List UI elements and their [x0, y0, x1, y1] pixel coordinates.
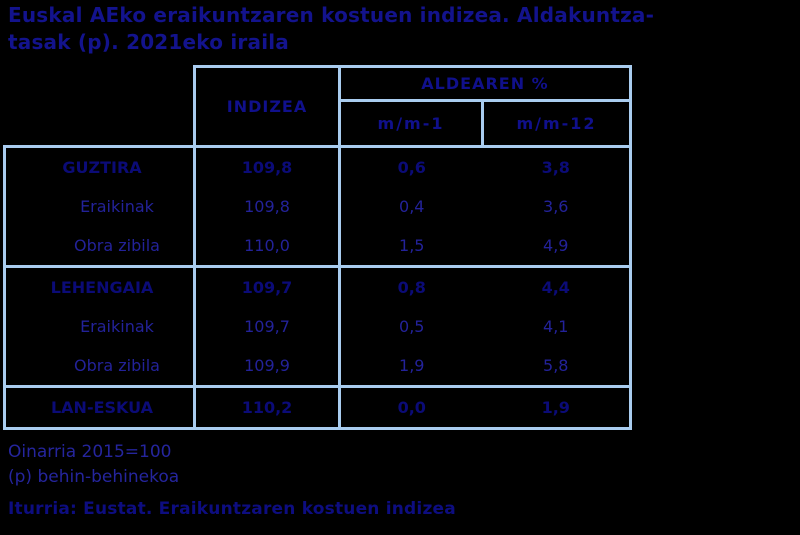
cell-indizea: 110,2 [194, 385, 341, 430]
cell-indizea: 110,0 [194, 226, 341, 267]
cell-mm1: 0,0 [339, 385, 483, 430]
cost-index-table: INDIZEA ALDEAREN % m/m-1 m/m-12 GUZTIRA … [3, 65, 633, 430]
cell-mm1: 0,8 [339, 265, 483, 307]
cell-indizea: 109,9 [194, 346, 341, 387]
table-row-guztira: GUZTIRA 109,8 0,6 3,8 [3, 145, 633, 187]
row-label: Obra zibila [3, 346, 196, 387]
page-title: Euskal AEko eraikuntzaren kostuen indize… [8, 2, 654, 56]
page-title-line2: tasak (p). 2021eko iraila [8, 30, 289, 54]
cell-mm12: 4,4 [482, 265, 633, 307]
row-label: LAN-ESKUA [3, 385, 196, 430]
table-row-lan-eskua: LAN-ESKUA 110,2 0,0 1,9 [3, 385, 633, 430]
header-stub-cell-2 [5, 101, 195, 147]
table-row-lehengaia: LEHENGAIA 109,7 0,8 4,4 [3, 265, 633, 307]
cell-mm12: 5,8 [482, 346, 633, 387]
cell-indizea: 109,7 [194, 265, 341, 307]
cell-mm1: 1,9 [399, 356, 425, 376]
table-row-lehengaia-eraikinak: Eraikinak 109,7 0,5 4,1 [3, 306, 633, 347]
footnotes: Oinarria 2015=100 (p) behin-behinekoa It… [8, 440, 456, 522]
header-stub-cell [5, 67, 195, 101]
cell-indizea: 109,8 [194, 145, 341, 187]
cell-mm12: 3,6 [482, 186, 633, 227]
column-header-mm1: m/m-1 [338, 99, 484, 148]
row-label: GUZTIRA [3, 145, 196, 187]
row-label: Eraikinak [3, 186, 196, 227]
cell-mm12: 4,9 [482, 226, 633, 267]
header-row-2: m/m-1 m/m-12 [5, 99, 633, 148]
cell-mm12: 1,9 [482, 385, 633, 430]
row-label: Obra zibila [3, 226, 196, 267]
cell-mm1: 0,4 [399, 197, 425, 216]
note-provisional: (p) behin-behinekoa [8, 467, 180, 487]
source-line: Iturria: Eustat. Eraikuntzaren kostuen i… [8, 499, 456, 519]
cell-mm1: 0,5 [399, 317, 425, 336]
column-header-mm12: m/m-12 [480, 99, 633, 148]
table-row-lehengaia-obra-zibila: Obra zibila 109,9 1,9 5,8 [3, 346, 633, 387]
note-base: Oinarria 2015=100 [8, 442, 172, 462]
page-title-line1: Euskal AEko eraikuntzaren kostuen indize… [8, 3, 655, 27]
table-row-guztira-obra-zibila: Obra zibila 110,0 1,5 4,9 [3, 226, 633, 267]
cell-mm12: 3,8 [482, 145, 633, 187]
row-label: LEHENGAIA [3, 265, 196, 307]
column-header-aldearen: ALDEAREN % [337, 65, 633, 102]
table-row-guztira-eraikinak: Eraikinak 109,8 0,4 3,6 [3, 186, 633, 227]
cell-mm1: 1,5 [399, 236, 425, 256]
column-header-indizea: INDIZEA [193, 65, 341, 148]
cell-mm1: 0,6 [339, 145, 483, 187]
cell-indizea: 109,8 [194, 186, 341, 227]
row-label: Eraikinak [3, 306, 196, 347]
cell-indizea: 109,7 [194, 306, 341, 347]
cell-mm12: 4,1 [482, 306, 633, 347]
header-row-1: INDIZEA ALDEAREN % [5, 65, 633, 148]
